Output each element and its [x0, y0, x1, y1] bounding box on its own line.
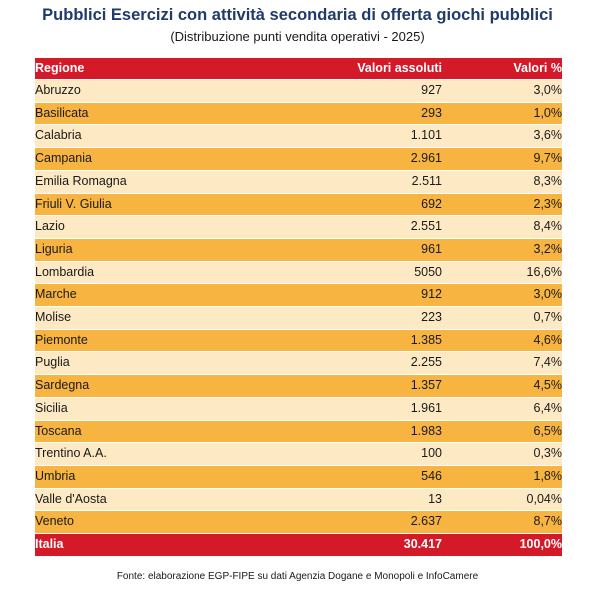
table-row: Friuli V. Giulia 692 2,3% [35, 193, 562, 217]
cell-region: Basilicata [35, 102, 225, 126]
cell-percent-value: 3,0% [442, 283, 562, 308]
table-row: Valle d'Aosta 13 0,04% [35, 488, 562, 512]
cell-region: Puglia [35, 351, 225, 376]
cell-absolute-value: 2.961 [225, 147, 442, 171]
cell-absolute-value: 912 [225, 283, 442, 308]
cell-region: Marche [35, 283, 225, 308]
cell-percent-value: 3,0% [442, 79, 562, 103]
cell-absolute-value: 927 [225, 79, 442, 103]
table-row: Puglia 2.255 7,4% [35, 351, 562, 376]
cell-percent-value: 1,0% [442, 102, 562, 126]
table-row: Abruzzo 927 3,0% [35, 79, 562, 103]
column-header-percent: Valori % [442, 58, 562, 80]
table-row: Piemonte 1.385 4,6% [35, 329, 562, 353]
cell-absolute-value: 1.101 [225, 124, 442, 149]
cell-region: Calabria [35, 124, 225, 149]
cell-percent-value: 4,6% [442, 329, 562, 353]
cell-region: Sardegna [35, 374, 225, 398]
cell-region: Campania [35, 147, 225, 171]
table-row: Lazio 2.551 8,4% [35, 215, 562, 239]
cell-absolute-value: 1.385 [225, 329, 442, 353]
table-row: Liguria 961 3,2% [35, 238, 562, 262]
cell-absolute-value: 293 [225, 102, 442, 126]
data-table: Regione Valori assoluti Valori % Abruzzo… [35, 58, 562, 557]
column-header-region: Regione [35, 58, 225, 80]
table-row: Toscana 1.983 6,5% [35, 420, 562, 444]
table-row: Lombardia 5050 16,6% [35, 261, 562, 285]
total-percent: 100,0% [442, 533, 562, 557]
cell-absolute-value: 2.255 [225, 351, 442, 376]
cell-absolute-value: 1.961 [225, 397, 442, 421]
cell-region: Liguria [35, 238, 225, 262]
column-header-absolute: Valori assoluti [225, 58, 442, 80]
cell-region: Lazio [35, 215, 225, 239]
cell-percent-value: 9,7% [442, 147, 562, 171]
table-row: Veneto 2.637 8,7% [35, 510, 562, 535]
table-row: Emilia Romagna 2.511 8,3% [35, 170, 562, 194]
cell-absolute-value: 100 [225, 442, 442, 466]
table-row: Trentino A.A. 100 0,3% [35, 442, 562, 466]
cell-percent-value: 3,2% [442, 238, 562, 262]
table-row: Umbria 546 1,8% [35, 465, 562, 489]
cell-percent-value: 6,5% [442, 420, 562, 444]
cell-absolute-value: 2.511 [225, 170, 442, 194]
cell-region: Friuli V. Giulia [35, 193, 225, 217]
table-row: Sicilia 1.961 6,4% [35, 397, 562, 421]
cell-percent-value: 2,3% [442, 193, 562, 217]
cell-region: Piemonte [35, 329, 225, 353]
cell-region: Emilia Romagna [35, 170, 225, 194]
table-row: Molise 223 0,7% [35, 306, 562, 330]
header-row: Regione Valori assoluti Valori % [35, 58, 562, 80]
table-row: Basilicata 293 1,0% [35, 102, 562, 126]
cell-absolute-value: 13 [225, 488, 442, 512]
cell-absolute-value: 692 [225, 193, 442, 217]
cell-absolute-value: 5050 [225, 261, 442, 285]
table-subtitle: (Distribuzione punti vendita operativi -… [170, 29, 425, 44]
cell-percent-value: 0,3% [442, 442, 562, 466]
cell-percent-value: 0,04% [442, 488, 562, 512]
table-row: Calabria 1.101 3,6% [35, 124, 562, 149]
cell-percent-value: 3,6% [442, 124, 562, 149]
cell-absolute-value: 2.551 [225, 215, 442, 239]
cell-region: Valle d'Aosta [35, 488, 225, 512]
cell-region: Lombardia [35, 261, 225, 285]
table-title: Pubblici Esercizi con attività secondari… [42, 6, 553, 24]
cell-percent-value: 16,6% [442, 261, 562, 285]
cell-region: Molise [35, 306, 225, 330]
cell-percent-value: 8,3% [442, 170, 562, 194]
cell-absolute-value: 2.637 [225, 510, 442, 535]
cell-absolute-value: 223 [225, 306, 442, 330]
cell-percent-value: 0,7% [442, 306, 562, 330]
cell-percent-value: 1,8% [442, 465, 562, 489]
table-row: Marche 912 3,0% [35, 283, 562, 308]
cell-region: Trentino A.A. [35, 442, 225, 466]
cell-percent-value: 4,5% [442, 374, 562, 398]
cell-absolute-value: 1.357 [225, 374, 442, 398]
cell-region: Sicilia [35, 397, 225, 421]
cell-region: Veneto [35, 510, 225, 535]
cell-percent-value: 8,7% [442, 510, 562, 535]
total-label: Italia [35, 533, 225, 557]
cell-percent-value: 7,4% [442, 351, 562, 376]
total-row: Italia 30.417 100,0% [35, 533, 562, 557]
cell-region: Toscana [35, 420, 225, 444]
table-row: Sardegna 1.357 4,5% [35, 374, 562, 398]
total-absolute: 30.417 [225, 533, 442, 557]
source-note: Fonte: elaborazione EGP-FIPE su dati Age… [116, 571, 479, 582]
table-row: Campania 2.961 9,7% [35, 147, 562, 171]
cell-percent-value: 6,4% [442, 397, 562, 421]
table-body: Abruzzo 927 3,0% Basilicata 293 1,0% Calabria 1… [35, 79, 562, 535]
cell-region: Abruzzo [35, 79, 225, 103]
cell-percent-value: 8,4% [442, 215, 562, 239]
cell-region: Umbria [35, 465, 225, 489]
cell-absolute-value: 961 [225, 238, 442, 262]
cell-absolute-value: 546 [225, 465, 442, 489]
cell-absolute-value: 1.983 [225, 420, 442, 444]
